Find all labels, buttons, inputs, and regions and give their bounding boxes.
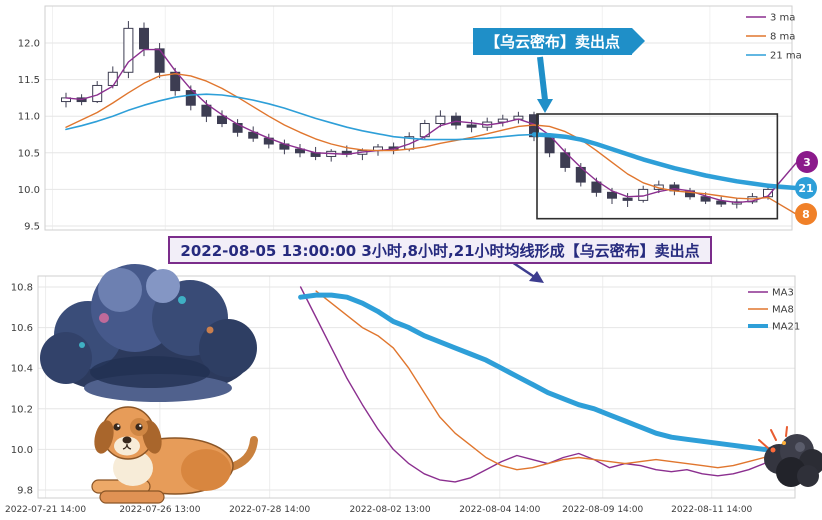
bottom-x-tick: 2022-08-04 14:00 <box>459 505 540 515</box>
top-y-tick: 9.5 <box>24 222 40 233</box>
bottom-x-tick: 2022-07-28 14:00 <box>229 505 310 515</box>
sell-point-arrow <box>537 56 553 113</box>
bottom-x-tick: 2022-07-21 14:00 <box>5 505 86 515</box>
top-grid: 12.0 11.5 11.0 10.5 10.0 9.5 <box>18 5 793 233</box>
bottom-y-tick: 10.8 <box>11 283 33 294</box>
ma-badge-label: 21 <box>798 182 813 195</box>
bottom-x-tick: 2022-08-11 14:00 <box>671 505 752 515</box>
top-y-tick: 12.0 <box>18 39 40 50</box>
top-ma-lines <box>65 48 771 204</box>
bottom-y-tick: 10.6 <box>11 323 33 334</box>
candlestick-chart: 12.0 11.5 11.0 10.5 10.0 9.5 3 21 8 3 ma 8 ma 21 ma <box>18 5 818 233</box>
legend-label: 8 ma <box>770 32 795 43</box>
bottom-y-tick: 10.4 <box>11 364 33 375</box>
bottom-ma-lines <box>298 286 798 483</box>
sell-point-label: 【乌云密布】卖出点 <box>485 33 621 51</box>
top-y-tick: 11.0 <box>18 112 40 123</box>
bottom-x-tick: 2022-07-26 13:00 <box>119 505 200 515</box>
ma-badge-8 <box>795 203 817 225</box>
legend-label: 3 ma <box>770 13 795 24</box>
ma-badge-21 <box>795 177 817 199</box>
top-y-tick: 10.5 <box>18 148 40 159</box>
legend-label: MA21 <box>772 322 800 333</box>
pattern-highlight-rect <box>536 113 779 220</box>
signal-subtitle-text: 2022-08-05 13:00:00 3小时,8小时,21小时均线形成【乌云密… <box>180 241 700 260</box>
legend-label: MA8 <box>772 305 794 316</box>
top-legend: 3 ma 8 ma 21 ma <box>746 13 802 62</box>
top-y-tick: 11.5 <box>18 75 40 86</box>
top-y-tick: 10.0 <box>18 185 40 196</box>
dark-cloud-endpoint <box>758 426 822 487</box>
bottom-legend: MA3 MA8 MA21 <box>748 288 800 333</box>
bottom-x-tick: 2022-08-02 13:00 <box>349 505 430 515</box>
ma-badge-3 <box>796 151 818 173</box>
ma-badge-label: 8 <box>802 208 810 221</box>
bottom-y-tick: 10.2 <box>11 404 33 415</box>
legend-label: MA3 <box>772 288 794 299</box>
storm-cloud-illustration <box>40 264 257 402</box>
sell-point-banner: 【乌云密布】卖出点 <box>473 28 646 55</box>
legend-label: 21 ma <box>770 51 802 62</box>
signal-subtitle: 2022-08-05 13:00:00 3小时,8小时,21小时均线形成【乌云密… <box>168 236 712 264</box>
bottom-x-tick: 2022-08-09 14:00 <box>562 505 643 515</box>
ma-badge-label: 3 <box>803 156 811 169</box>
bottom-y-tick: 10.0 <box>11 445 33 456</box>
candles <box>61 21 773 209</box>
bottom-y-tick: 9.8 <box>17 486 33 497</box>
ma-badges: 3 21 8 <box>765 151 818 225</box>
dog-illustration <box>91 406 258 504</box>
